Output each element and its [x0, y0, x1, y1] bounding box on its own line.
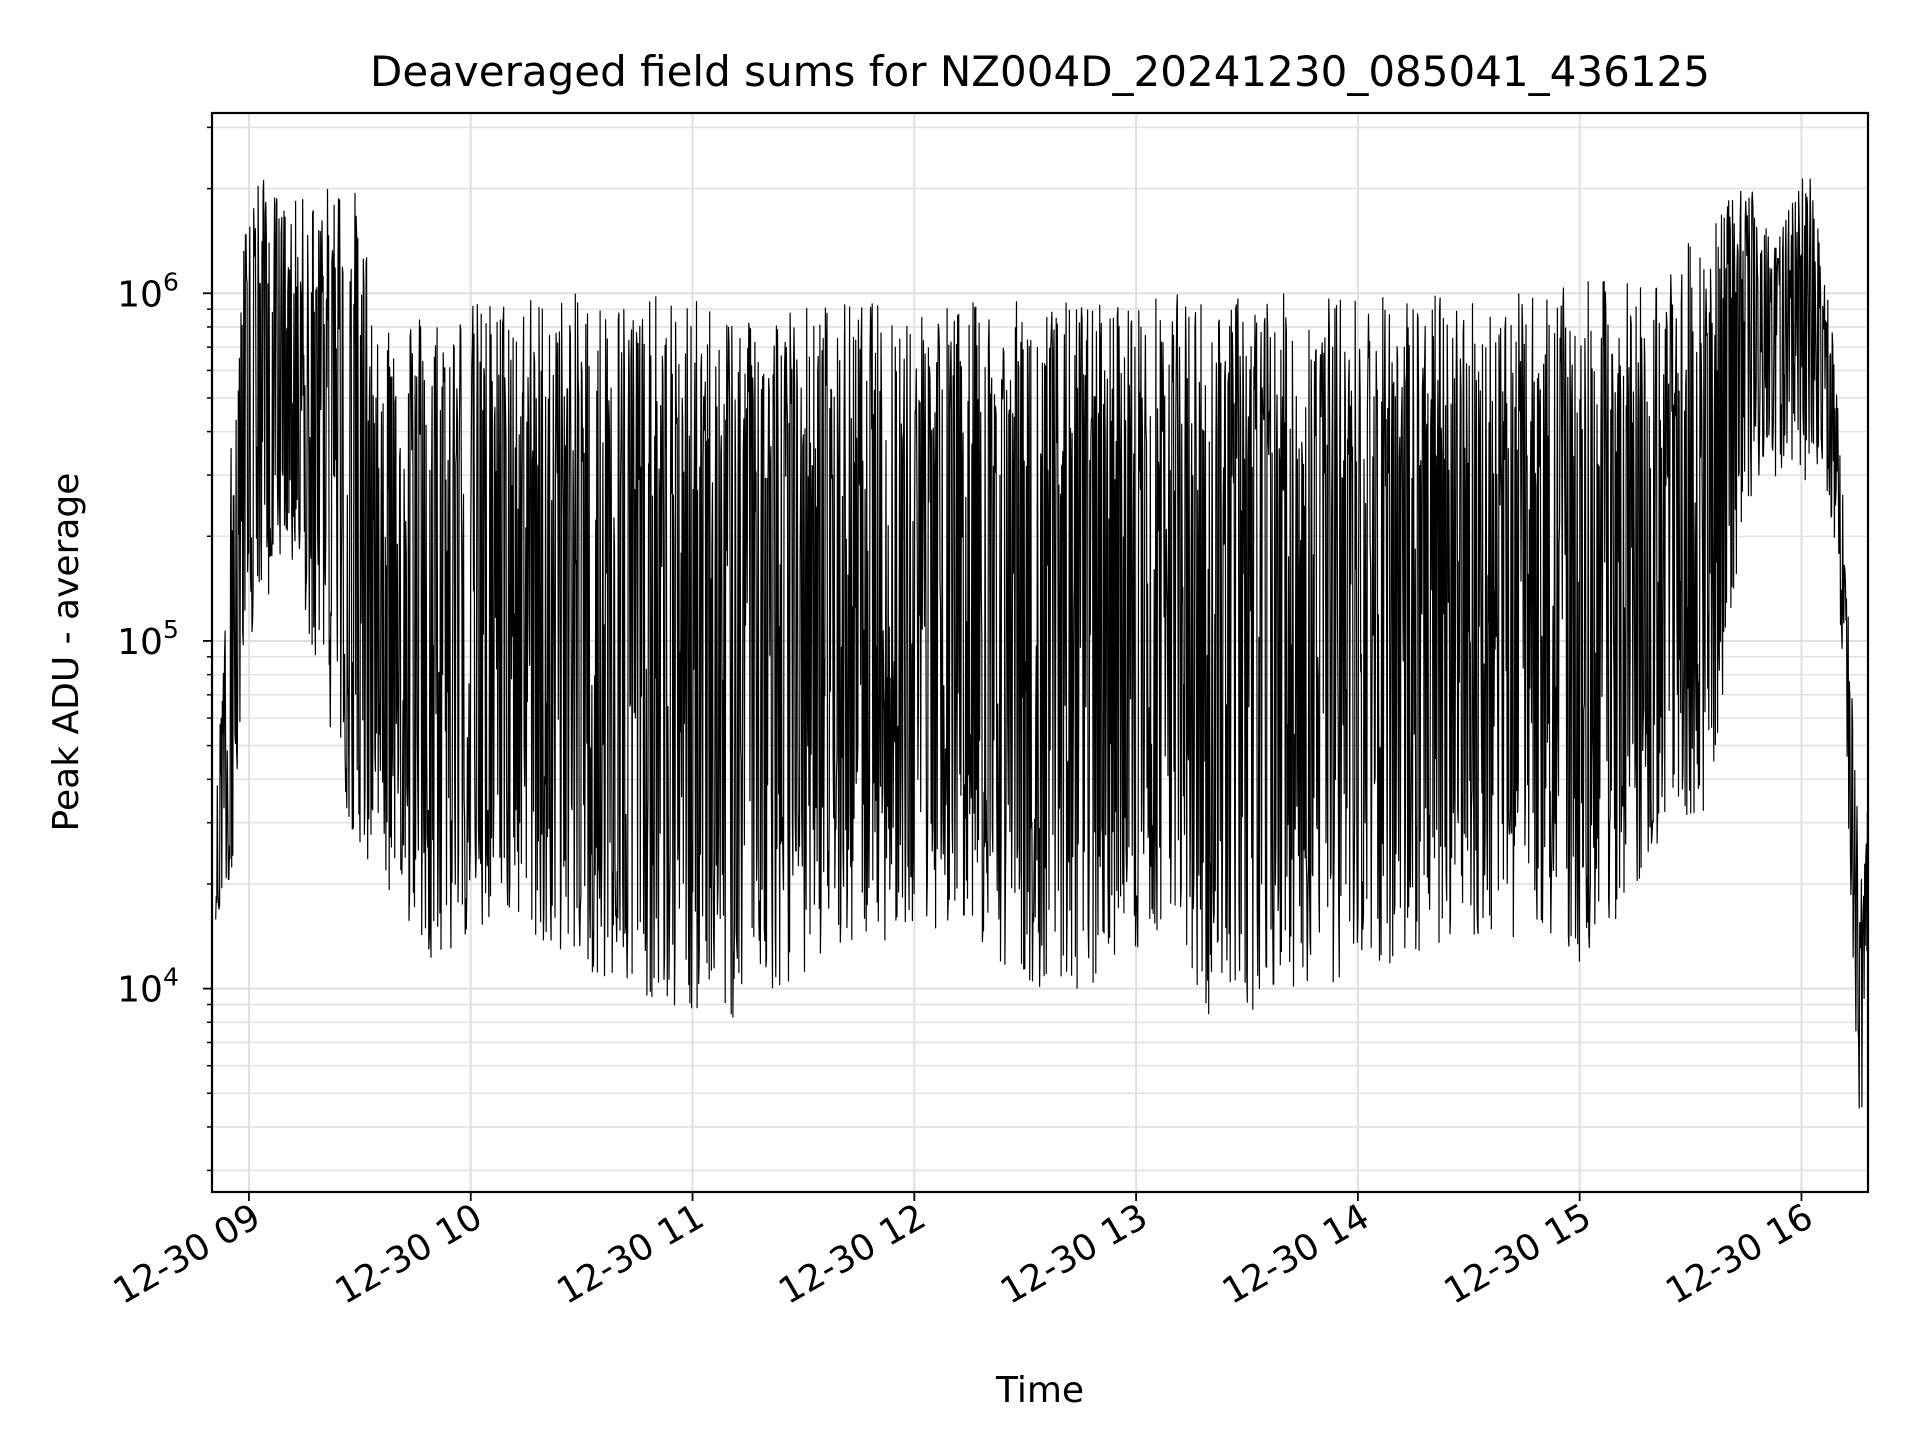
y-tick-label: 105 — [117, 615, 179, 663]
y-tick-label: 104 — [117, 963, 179, 1011]
data-layer — [215, 178, 1869, 1109]
x-axis-label: Time — [995, 1370, 1084, 1411]
plot-frame — [210, 111, 1870, 1194]
y-tick-label: 106 — [117, 267, 179, 315]
chart-title: Deaveraged field sums for NZ004D_2024123… — [370, 47, 1710, 96]
y-axis-label: Peak ADU - average — [46, 473, 87, 832]
series-line — [215, 178, 1869, 1109]
